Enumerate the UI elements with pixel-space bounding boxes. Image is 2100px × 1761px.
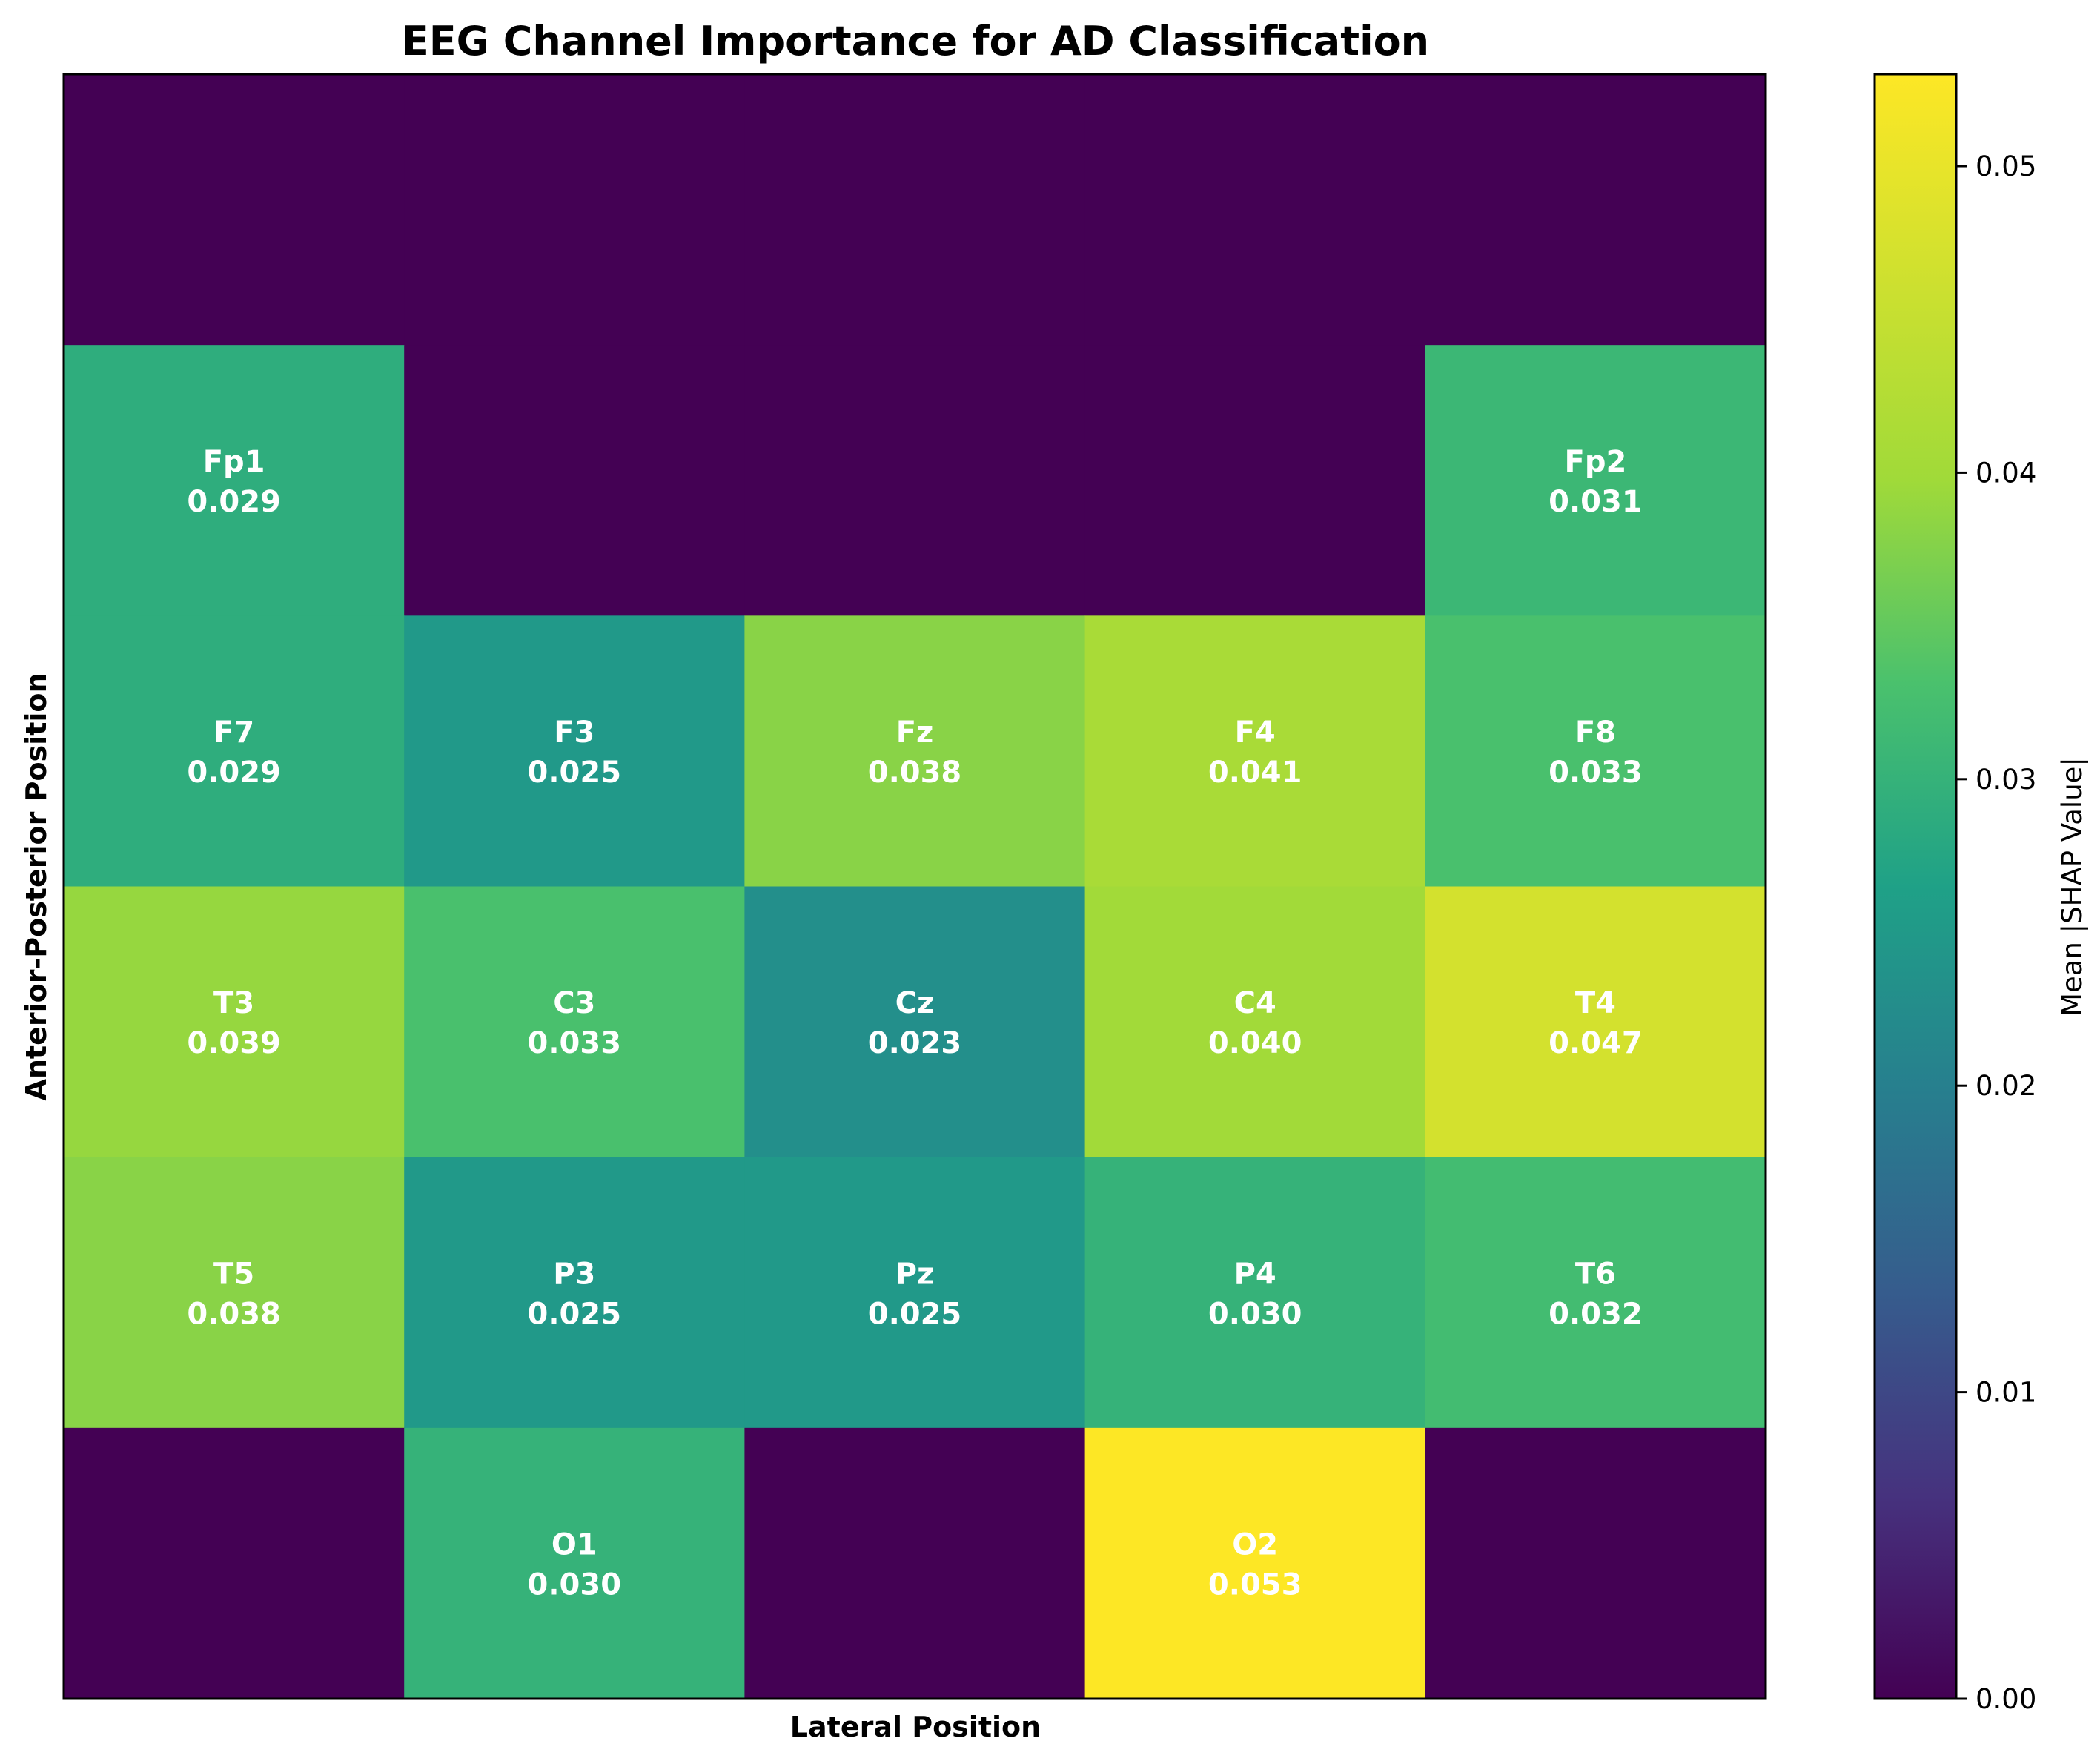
heatmap-cell-labels: Fp1 0.029 Fp2 0.031 F7 0.029 F3 0.025 Fz 0.038 F4 0… [187,445,1642,1602]
cell-channel-label: Pz [895,1257,935,1291]
heatmap-cell-empty [404,345,745,616]
cell-value-label: 0.031 [1548,485,1643,519]
cell-channel-label: Fp2 [1565,445,1627,479]
heatmap-cell-empty [1084,345,1426,616]
cell-channel-label: C3 [553,986,595,1020]
cell-value-label: 0.029 [187,756,281,790]
heatmap-cell-t5 [64,1157,405,1429]
heatmap-cell-p3 [404,1157,745,1429]
heatmap-cell-pz [744,1157,1086,1429]
heatmap-cell-cz [744,886,1086,1158]
cell-channel-label: T4 [1575,986,1616,1020]
cell-value-label: 0.040 [1208,1026,1302,1060]
cell-value-label: 0.032 [1548,1297,1643,1331]
colorbar-tick-label: 0.05 [1975,151,2036,182]
plot-frame [62,73,1767,1700]
heatmap-cell-t4 [1425,886,1766,1158]
colorbar-ticks: 0.00 0.01 0.02 0.03 0.04 0.05 [1956,151,2036,1715]
cell-channel-label: P4 [1234,1257,1276,1291]
cell-channel-label: Fp1 [203,445,265,479]
heatmap-cell-empty [1425,74,1766,346]
heatmap-cell-f4 [1084,615,1426,888]
cell-value-label: 0.038 [868,756,962,790]
cell-value-label: 0.025 [528,1297,622,1331]
heatmap-cell-c3 [404,886,745,1158]
heatmap-cell-c4 [1084,886,1426,1158]
colorbar-tick-label: 0.03 [1975,764,2036,796]
heatmap-cell-p4 [1084,1157,1426,1429]
cell-value-label: 0.041 [1208,756,1302,790]
cell-channel-label: T5 [213,1257,254,1291]
heatmap-cell-empty [1425,1427,1766,1699]
heatmap-cell-empty [744,74,1086,346]
chart-title: EEG Channel Importance for AD Classifica… [402,18,1429,65]
cell-channel-label: F8 [1575,716,1616,750]
heatmap-cell-f3 [404,615,745,888]
cell-channel-label: F7 [213,716,254,750]
heatmap-cell-empty [64,1427,405,1699]
heatmap-cell-empty [744,1427,1086,1699]
cell-value-label: 0.025 [868,1297,962,1331]
cell-channel-label: Cz [895,986,935,1020]
cell-value-label: 0.033 [528,1026,622,1060]
cell-value-label: 0.030 [1208,1297,1302,1331]
cell-value-label: 0.029 [187,485,281,519]
cell-channel-label: C4 [1234,986,1276,1020]
cell-value-label: 0.038 [187,1297,281,1331]
heatmap-cell-empty [744,345,1086,616]
colorbar-tick-label: 0.01 [1975,1377,2036,1409]
heatmap-cell-o1 [404,1427,745,1699]
heatmap-cell-f8 [1425,615,1766,888]
cell-channel-label: F4 [1235,716,1276,750]
cell-channel-label: O1 [552,1527,597,1562]
heatmap-cell-f7 [64,615,405,888]
cell-channel-label: F3 [554,716,594,750]
heatmap-cell-fp2 [1425,345,1766,616]
heatmap-cells [64,74,1766,1699]
heatmap-cell-fp1 [64,345,405,616]
cell-channel-label: Fz [896,716,934,750]
heatmap-cell-empty [1084,74,1426,346]
colorbar-tick-label: 0.00 [1975,1683,2036,1715]
y-axis-label: Anterior-Posterior Position [20,673,53,1100]
cell-value-label: 0.047 [1548,1026,1643,1060]
heatmap-cell-t6 [1425,1157,1766,1429]
heatmap-cell-empty [404,74,745,346]
cell-channel-label: T3 [213,986,254,1020]
cell-value-label: 0.030 [528,1567,622,1602]
cell-value-label: 0.033 [1548,756,1643,790]
cell-value-label: 0.039 [187,1026,281,1060]
cell-channel-label: O2 [1232,1527,1278,1562]
heatmap-cell-t3 [64,886,405,1158]
cell-value-label: 0.053 [1208,1567,1302,1602]
cell-channel-label: P3 [553,1257,595,1291]
cell-value-label: 0.023 [868,1026,962,1060]
colorbar [1873,73,1958,1700]
colorbar-label: Mean |SHAP Value| [2056,757,2088,1017]
heatmap-cell-empty [64,74,405,346]
colorbar-tick-label: 0.02 [1975,1070,2036,1102]
cell-channel-label: T6 [1575,1257,1616,1291]
cell-value-label: 0.025 [528,756,622,790]
heatmap-cell-o2 [1084,1427,1426,1699]
colorbar-tick-label: 0.04 [1975,457,2036,489]
x-axis-label: Lateral Position [790,1711,1041,1743]
heatmap-cell-fz [744,615,1086,888]
